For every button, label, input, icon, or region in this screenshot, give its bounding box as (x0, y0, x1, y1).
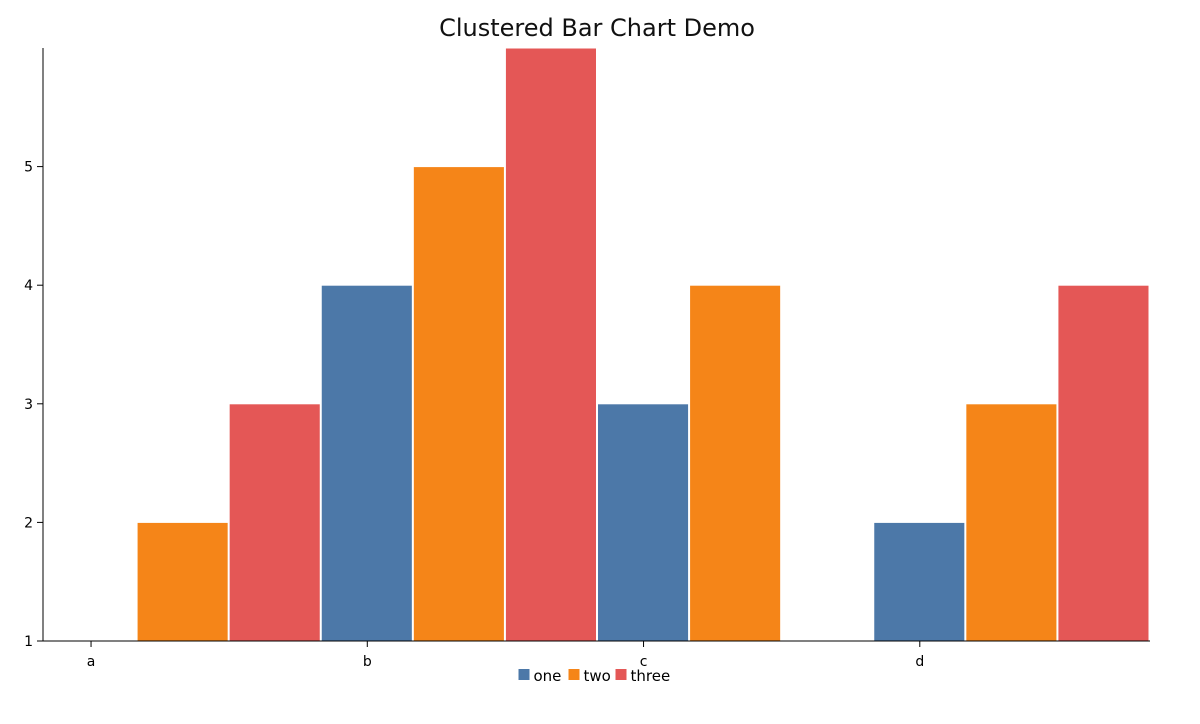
bar-b-two (412, 166, 505, 642)
y-axis-ticks: 1 2 3 4 5 (24, 160, 43, 650)
y-tick-label: 5 (24, 160, 33, 176)
x-tick-label: a (87, 654, 96, 670)
y-tick-label: 4 (24, 278, 33, 294)
bars-group (136, 47, 1150, 642)
bar-d-three (1057, 284, 1150, 642)
legend-swatch-one (518, 669, 530, 680)
bar-c-one (597, 403, 690, 642)
bar-a-two (136, 521, 229, 642)
x-tick-label: b (363, 654, 372, 670)
y-tick-label: 2 (24, 515, 33, 531)
bar-b-three (504, 47, 597, 642)
x-axis-ticks: a b c d (87, 641, 924, 670)
legend-swatch-two (568, 669, 580, 680)
legend-label-three: three (631, 667, 671, 685)
x-tick-label: d (915, 654, 924, 670)
y-tick-label: 3 (24, 397, 33, 413)
legend-label-two: two (584, 667, 611, 685)
x-tick-label: c (640, 654, 648, 670)
legend-label-one: one (534, 667, 562, 685)
bar-d-two (965, 403, 1058, 642)
y-tick-label: 1 (24, 634, 33, 650)
bar-d-one (873, 521, 966, 642)
chart-title: Clustered Bar Chart Demo (439, 14, 755, 42)
legend: one two three (518, 667, 671, 685)
bar-b-one (320, 284, 413, 642)
legend-swatch-three (615, 669, 627, 680)
bar-c-two (689, 284, 782, 642)
bar-a-three (228, 403, 321, 642)
